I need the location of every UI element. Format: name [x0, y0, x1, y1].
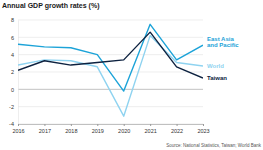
y-tick-label: 0	[11, 87, 14, 93]
y-tick: 0	[11, 87, 18, 93]
x-tick-label: 2022	[171, 128, 183, 134]
x-tick-label: 2023	[197, 128, 209, 134]
y-tick: 6	[11, 35, 18, 41]
x-axis: 2016 2017 2018 2019 2020 2021 2022 2023	[12, 124, 209, 134]
x-tick-label: 2021	[145, 128, 157, 134]
y-tick-label: -2	[9, 104, 14, 110]
y-tick: -2	[9, 104, 18, 110]
legend-label-line: East Asia	[207, 36, 234, 42]
legend-label-line: World	[207, 63, 224, 69]
legend-label: East Asiaand Pacific	[207, 36, 239, 49]
y-tick-label: 2	[11, 69, 14, 75]
x-tick-mark	[44, 124, 45, 126]
legend-label: World	[207, 63, 224, 69]
grid-line	[18, 106, 203, 107]
x-tick: 2016	[12, 124, 24, 134]
source: Source: National Statistics, Taiwan; Wor…	[166, 143, 261, 148]
grid-line	[18, 37, 203, 38]
x-tick-label: 2016	[12, 128, 24, 134]
x-tick-mark	[203, 124, 204, 126]
x-tick-label: 2018	[65, 128, 77, 134]
y-tick-label: 6	[11, 35, 14, 41]
x-tick: 2023	[197, 124, 209, 134]
x-tick-mark	[124, 124, 125, 126]
y-tick: 8	[11, 17, 18, 23]
x-tick: 2020	[118, 124, 130, 134]
x-tick-label: 2019	[92, 128, 104, 134]
y-axis: -4 -2 0 2 4 6 8	[9, 17, 18, 127]
series-line	[18, 36, 203, 117]
y-tick-label: -4	[9, 121, 14, 127]
x-tick: 2018	[65, 124, 77, 134]
legend-label: Taiwan	[207, 75, 227, 81]
x-tick: 2019	[92, 124, 104, 134]
legend-label-line: and Pacific	[207, 42, 239, 48]
title: Annual GDP growth rates (%)	[2, 2, 100, 10]
chart-container: Annual GDP growth rates (%) -4 -2 0 2 4 6 8 2016…	[0, 0, 263, 150]
x-tick: 2017	[39, 124, 51, 134]
legend: East Asiaand Pacific World Taiwan	[207, 36, 239, 81]
y-tick: -4	[9, 121, 18, 127]
grid-line	[18, 20, 203, 21]
y-tick-label: 8	[11, 17, 14, 23]
series-line	[18, 32, 203, 78]
x-tick-mark	[177, 124, 178, 126]
y-tick-label: 4	[11, 52, 14, 58]
x-axis-line	[19, 125, 204, 127]
grid	[18, 20, 203, 124]
y-axis-line	[18, 21, 19, 125]
chart-svg: Annual GDP growth rates (%) -4 -2 0 2 4 6 8 2016…	[0, 0, 263, 150]
y-tick: 2	[11, 69, 18, 75]
x-tick-label: 2020	[118, 128, 130, 134]
legend-label-line: Taiwan	[207, 75, 227, 81]
x-tick-mark	[71, 124, 72, 126]
x-tick-mark	[150, 124, 151, 126]
lines	[18, 24, 203, 116]
x-tick: 2022	[171, 124, 183, 134]
x-tick-label: 2017	[39, 128, 51, 134]
y-tick: 4	[11, 52, 18, 58]
x-tick: 2021	[145, 124, 157, 134]
series-line	[18, 24, 203, 91]
grid-line	[18, 54, 203, 55]
grid-line	[18, 89, 203, 90]
x-tick-mark	[18, 124, 19, 126]
x-tick-mark	[97, 124, 98, 126]
